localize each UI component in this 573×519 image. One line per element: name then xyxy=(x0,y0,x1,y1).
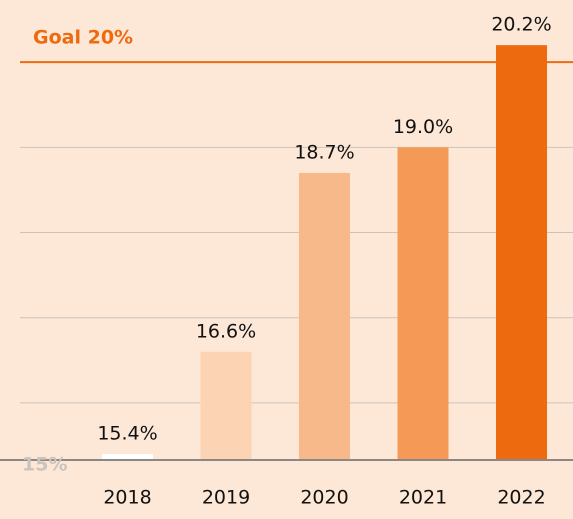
bar xyxy=(200,351,252,460)
value-label: 20.2% xyxy=(491,14,551,36)
x-tick-label: 2018 xyxy=(103,487,151,509)
x-tick-label: 2022 xyxy=(497,487,545,509)
value-label: 19.0% xyxy=(393,116,453,138)
value-label: 16.6% xyxy=(196,320,256,342)
bar xyxy=(496,45,547,461)
value-label: 18.7% xyxy=(294,141,354,163)
bar xyxy=(299,172,350,461)
goal-label: Goal 20% xyxy=(33,27,133,49)
x-tick-label: 2019 xyxy=(202,487,250,509)
x-tick-label: 2020 xyxy=(300,487,348,509)
x-tick-label: 2021 xyxy=(399,487,447,509)
baseline-label: 15% xyxy=(22,454,67,476)
value-label: 15.4% xyxy=(97,423,157,445)
bar xyxy=(397,147,449,461)
bar xyxy=(102,454,153,460)
